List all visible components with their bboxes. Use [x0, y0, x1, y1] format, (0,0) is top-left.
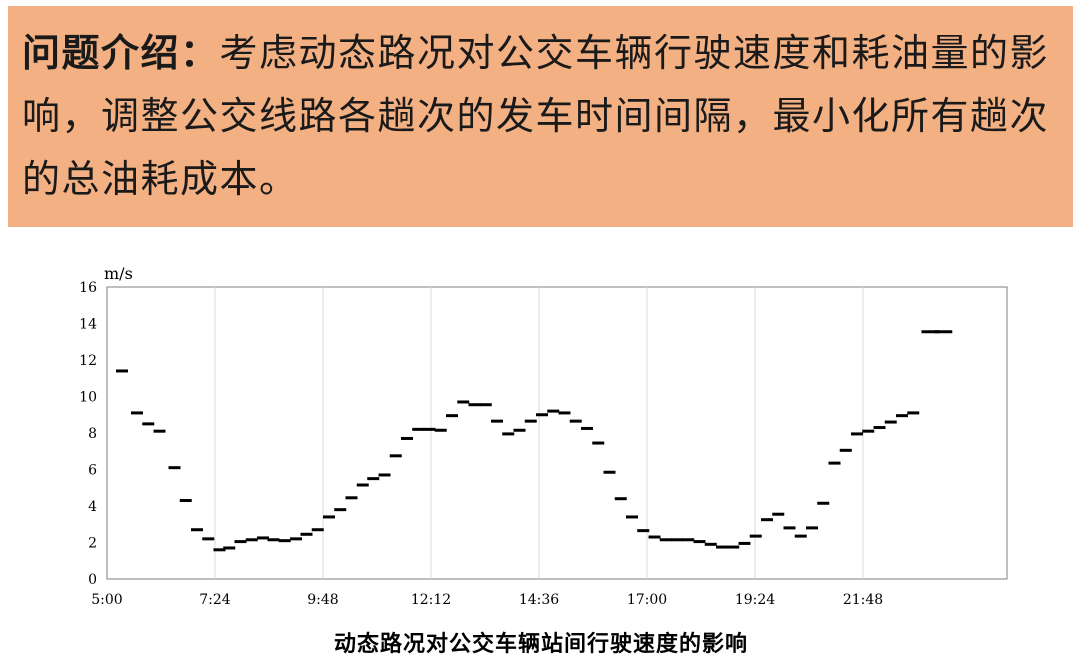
- x-axis-ticks: 5:00 7:24 9:48 12:12 14:36 17:00 19:24 21:48: [91, 592, 883, 608]
- x-tick-label: 5:00: [91, 592, 122, 608]
- y-axis-ticks: 0 2 4 6 8 10 12 14 16: [79, 280, 97, 588]
- x-tick-label: 17:00: [627, 592, 667, 608]
- y-tick-label: 16: [79, 280, 97, 296]
- x-tick-label: 7:24: [199, 592, 231, 608]
- y-tick-label: 12: [79, 353, 97, 369]
- x-tick-label: 19:24: [735, 592, 775, 608]
- chart-caption: 动态路况对公交车辆站间行驶速度的影响: [333, 632, 748, 657]
- y-tick-label: 0: [88, 572, 97, 588]
- intro-text: 问题介绍：考虑动态路况对公交车辆行驶速度和耗油量的影响，调整公交线路各趟次的发车…: [22, 22, 1059, 211]
- y-tick-label: 2: [88, 536, 97, 552]
- intro-banner: 问题介绍：考虑动态路况对公交车辆行驶速度和耗油量的影响，调整公交线路各趟次的发车…: [8, 6, 1073, 227]
- x-tick-label: 9:48: [307, 592, 338, 608]
- intro-body: 考虑动态路况对公交车辆行驶速度和耗油量的影响，调整公交线路各趟次的发车时间间隔，…: [22, 31, 1050, 201]
- speed-chart: 0 2 4 6 8 10 12 14 16 5:00 7:24 9:48 12:12 14:36 17:0…: [79, 264, 1008, 608]
- y-tick-label: 6: [88, 463, 97, 479]
- plot-area: [106, 286, 1008, 580]
- y-axis-unit: m/s: [104, 264, 133, 283]
- x-tick-label: 14:36: [519, 592, 559, 608]
- y-tick-label: 4: [88, 499, 97, 515]
- intro-label: 问题介绍：: [22, 31, 220, 75]
- y-tick-label: 8: [88, 426, 97, 442]
- y-tick-label: 14: [79, 317, 97, 333]
- x-tick-label: 12:12: [411, 592, 451, 608]
- y-tick-label: 10: [79, 390, 97, 406]
- x-tick-label: 21:48: [843, 592, 883, 608]
- data-marks: [116, 330, 953, 552]
